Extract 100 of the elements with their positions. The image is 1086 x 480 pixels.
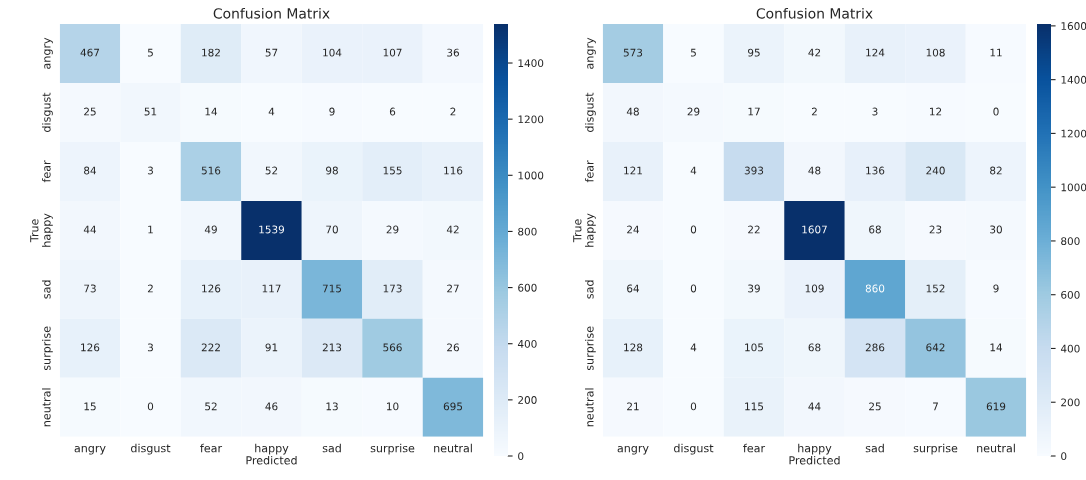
data-label: 49 bbox=[204, 225, 217, 234]
data-label: 173 bbox=[383, 284, 402, 293]
data-label: 24 bbox=[627, 225, 640, 234]
y-tick-label: surprise bbox=[585, 326, 596, 371]
data-label: 155 bbox=[383, 166, 402, 175]
data-label: 48 bbox=[808, 166, 821, 175]
data-label: 0 bbox=[993, 107, 999, 116]
data-label: 0 bbox=[147, 402, 154, 411]
data-label: 213 bbox=[322, 343, 342, 352]
data-label: 13 bbox=[326, 402, 338, 411]
color-bar-label: 400 bbox=[1060, 344, 1080, 353]
data-label: 17 bbox=[748, 107, 760, 116]
y-tick-label: sad bbox=[42, 280, 51, 299]
data-label: 25 bbox=[84, 107, 96, 116]
data-label: 182 bbox=[202, 48, 220, 57]
data-label: 14 bbox=[205, 107, 218, 116]
data-label: 46 bbox=[265, 402, 278, 411]
data-label: 26 bbox=[447, 343, 459, 352]
color-bar-label: 1600 bbox=[1061, 22, 1086, 30]
data-label: 695 bbox=[443, 402, 463, 411]
y-tick-label: angry bbox=[44, 37, 53, 69]
data-label: 240 bbox=[926, 166, 945, 175]
data-label: 126 bbox=[81, 343, 100, 352]
data-label: 105 bbox=[745, 343, 764, 352]
chart-title: Confusion Matrix bbox=[213, 7, 330, 19]
data-label: 9 bbox=[993, 284, 999, 293]
data-label: 516 bbox=[201, 166, 221, 175]
data-label: 68 bbox=[869, 225, 881, 234]
x-tick-label: fear bbox=[200, 443, 223, 453]
data-label: 115 bbox=[745, 402, 764, 411]
color-bar-label: 0 bbox=[518, 452, 524, 461]
data-label: 9 bbox=[329, 107, 335, 116]
data-label: 29 bbox=[687, 107, 700, 116]
data-label: 29 bbox=[386, 225, 399, 234]
data-label: 467 bbox=[80, 48, 100, 57]
color-bar-label: 800 bbox=[1061, 237, 1080, 246]
x-tick-label: disgust bbox=[131, 443, 171, 455]
data-label: 98 bbox=[326, 166, 338, 175]
color-bar-label: 1000 bbox=[1061, 183, 1086, 192]
data-label: 4 bbox=[268, 107, 275, 116]
x-tick-label: surprise bbox=[370, 443, 415, 455]
data-label: 566 bbox=[383, 343, 402, 352]
data-label: 68 bbox=[808, 343, 821, 352]
data-label: 573 bbox=[623, 48, 643, 57]
data-label: 642 bbox=[926, 343, 945, 352]
x-tick-label: happy bbox=[255, 443, 289, 455]
data-label: 3 bbox=[872, 107, 878, 116]
data-label: 52 bbox=[205, 402, 217, 411]
data-label: 4 bbox=[690, 343, 697, 352]
y-tick-label: sad bbox=[585, 280, 594, 299]
y-tick-label: neutral bbox=[585, 388, 594, 427]
data-label: 104 bbox=[323, 48, 342, 57]
data-label: 42 bbox=[446, 225, 459, 234]
data-label: 393 bbox=[744, 166, 764, 175]
color-bar-label: 1200 bbox=[518, 115, 544, 124]
y-tick-label: fear bbox=[585, 160, 594, 183]
data-label: 0 bbox=[690, 225, 697, 234]
data-label: 51 bbox=[144, 107, 157, 116]
data-label: 1607 bbox=[802, 225, 827, 234]
x-tick-label: happy bbox=[798, 443, 832, 455]
data-label: 121 bbox=[624, 166, 642, 175]
x-tick-label: angry bbox=[74, 445, 106, 455]
data-label: 619 bbox=[986, 402, 1006, 411]
data-label: 39 bbox=[748, 284, 760, 293]
data-label: 52 bbox=[265, 166, 278, 175]
data-label: 5 bbox=[147, 48, 153, 57]
x-tick-label: disgust bbox=[674, 443, 714, 455]
y-tick-label: happy bbox=[42, 213, 53, 247]
data-label: 25 bbox=[869, 402, 881, 411]
data-label: 117 bbox=[262, 284, 281, 293]
data-label: 1539 bbox=[259, 225, 285, 234]
data-label: 715 bbox=[322, 284, 342, 293]
data-label: 222 bbox=[201, 343, 220, 352]
y-tick-label: happy bbox=[585, 213, 596, 247]
data-label: 44 bbox=[808, 402, 821, 411]
data-label: 22 bbox=[748, 225, 760, 234]
x-tick-label: angry bbox=[617, 445, 649, 455]
data-label: 91 bbox=[265, 343, 278, 352]
data-label: 0 bbox=[690, 402, 697, 411]
data-label: 126 bbox=[202, 284, 221, 293]
data-label: 5 bbox=[690, 48, 696, 57]
data-label: 6 bbox=[389, 107, 396, 116]
data-label: 286 bbox=[865, 343, 885, 352]
data-label: 136 bbox=[866, 166, 885, 175]
color-bar-label: 200 bbox=[1061, 398, 1080, 407]
data-label: 4 bbox=[690, 166, 697, 175]
chart-title: Confusion Matrix bbox=[756, 7, 873, 19]
data-label: 21 bbox=[627, 402, 639, 411]
y-axis-title: True bbox=[30, 219, 39, 243]
y-tick-label: neutral bbox=[42, 388, 51, 427]
data-label: 42 bbox=[808, 48, 821, 57]
data-label: 3 bbox=[147, 343, 153, 352]
data-label: 1 bbox=[148, 225, 153, 234]
data-label: 95 bbox=[748, 48, 760, 57]
color-bar-label: 600 bbox=[518, 283, 537, 292]
data-label: 10 bbox=[387, 402, 399, 411]
data-label: 128 bbox=[624, 343, 643, 352]
data-label: 44 bbox=[83, 225, 97, 234]
data-label: 12 bbox=[930, 107, 942, 116]
color-bar-label: 400 bbox=[517, 339, 537, 348]
